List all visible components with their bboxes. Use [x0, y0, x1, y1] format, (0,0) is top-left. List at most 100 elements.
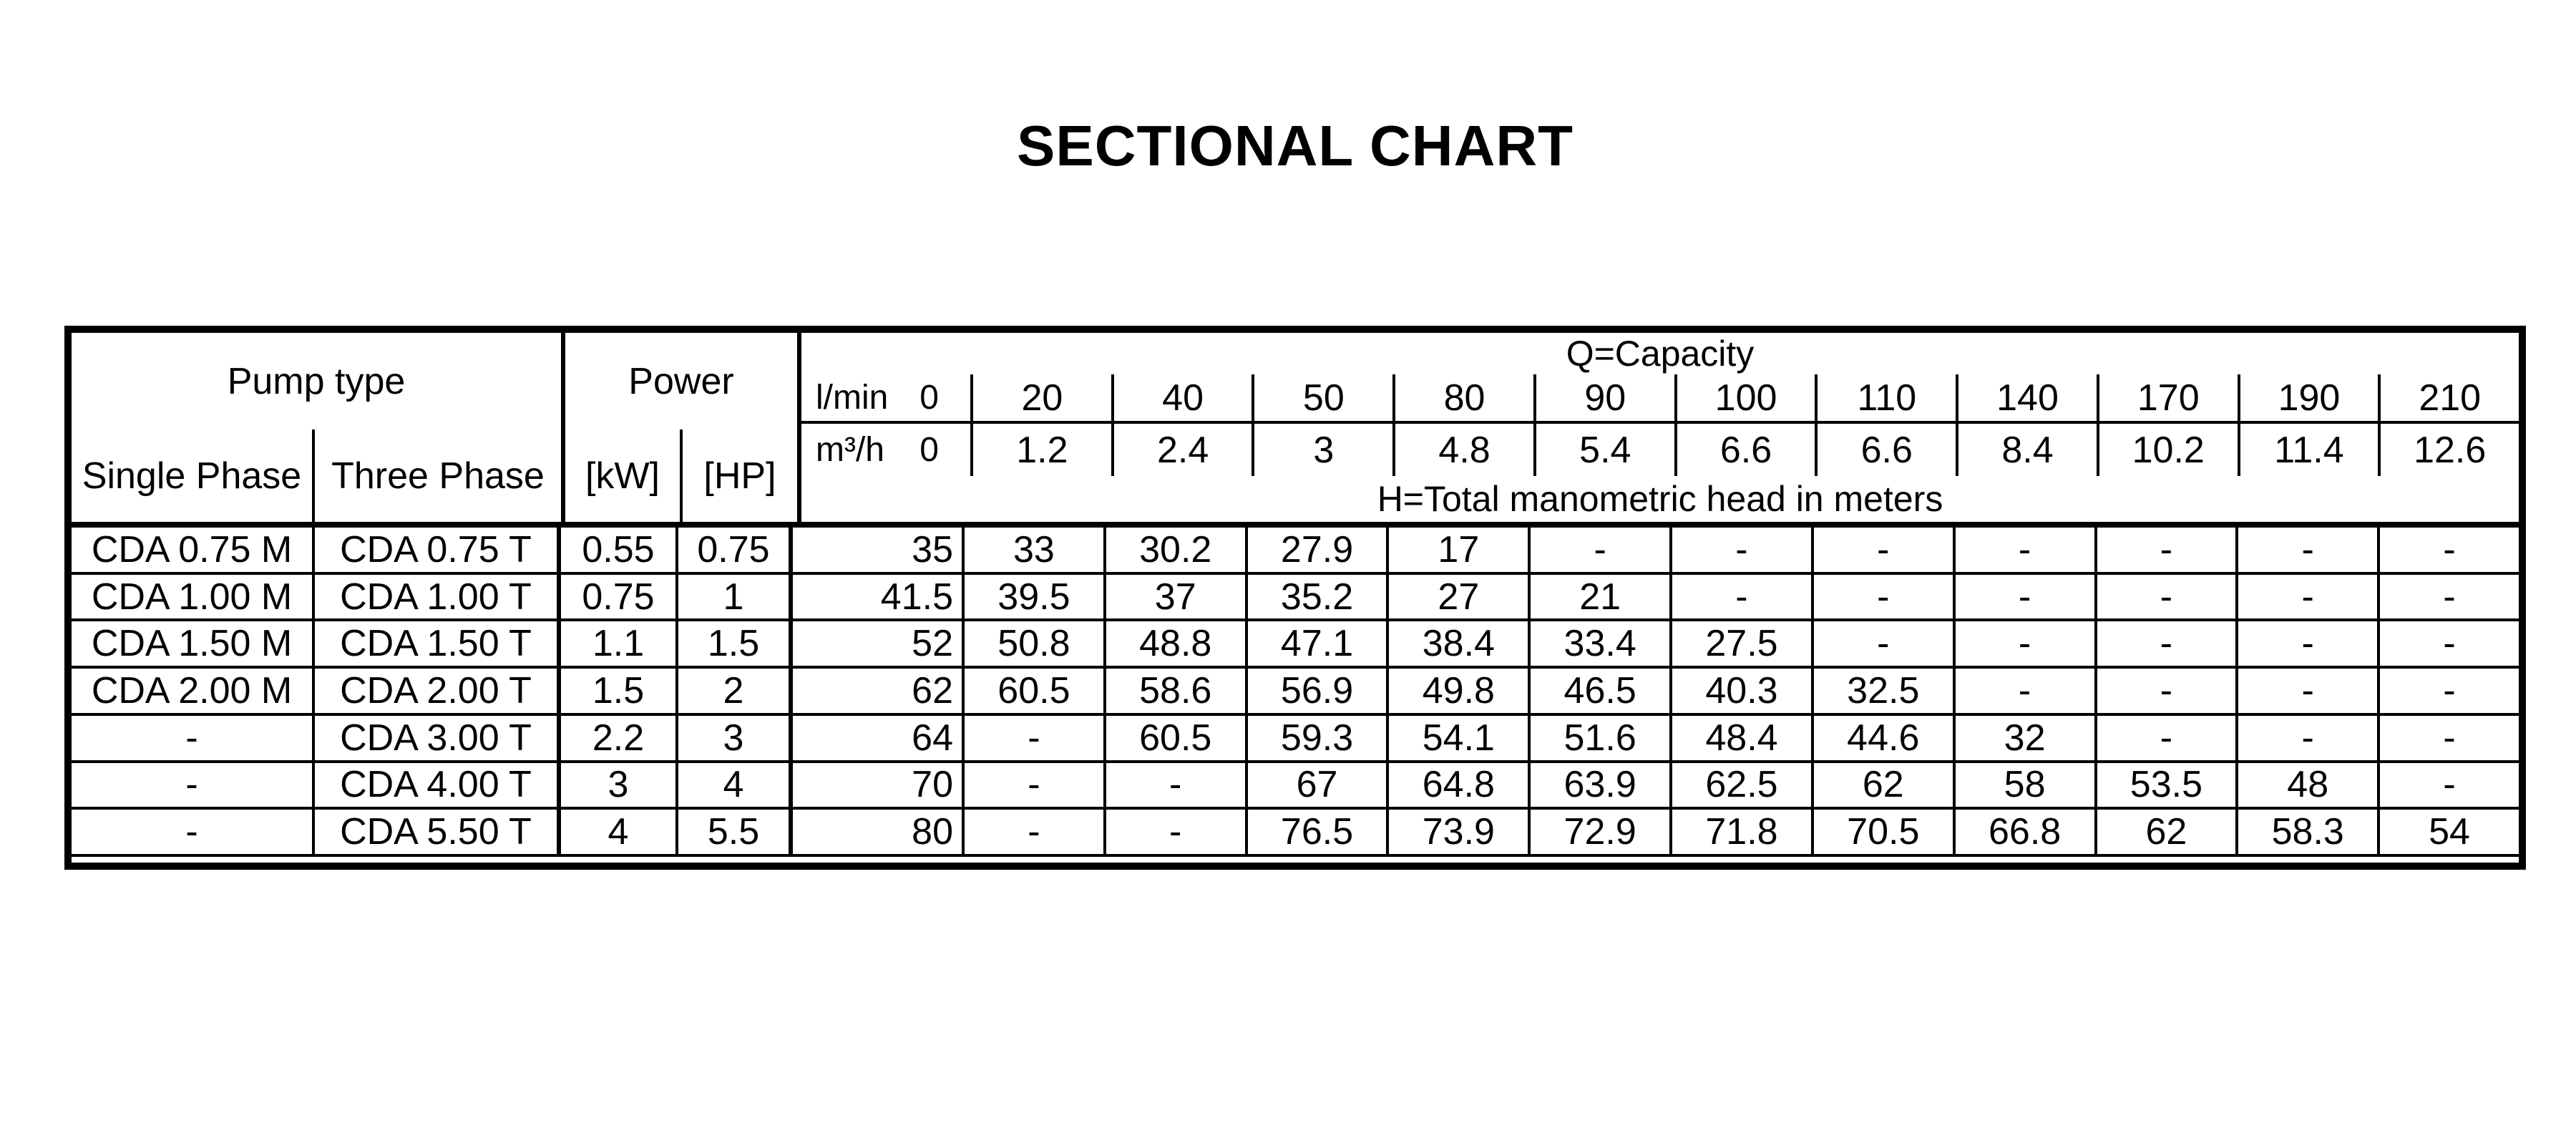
- head-cell: -: [2238, 574, 2381, 619]
- three-phase-cell: CDA 0.75 T: [315, 528, 561, 572]
- hp-header: [HP]: [703, 455, 776, 497]
- head-cell: 70: [793, 762, 965, 807]
- hp-cell: 4: [678, 762, 793, 807]
- head-cell: -: [2097, 528, 2239, 572]
- head-cell: 62.5: [1672, 762, 1814, 807]
- flow-unit-cell: m³/h 0: [801, 424, 973, 476]
- lmin-value-cell: 80: [1395, 374, 1536, 421]
- single-phase-cell: -: [72, 810, 315, 855]
- head-cell: 48.4: [1672, 715, 1814, 760]
- head-cell: 64.8: [1389, 762, 1531, 807]
- page-title: SECTIONAL CHART: [1017, 114, 1574, 178]
- table-row: CDA 2.00 M CDA 2.00 T 1.5 2 62 60.5 58.6 56.9 49…: [72, 669, 2519, 716]
- power-subheaders: [kW] [HP]: [565, 430, 797, 522]
- head-cell: 58: [1956, 762, 2097, 807]
- m3h-value-cell: 8.4: [1958, 424, 2099, 476]
- head-cell: 60.5: [1106, 715, 1248, 760]
- lmin-value-cell: 190: [2240, 374, 2381, 421]
- pump-type-subheaders: Single Phase Three Phase: [72, 430, 561, 522]
- flow-m3h-row: m³/h 0 1.2 2.4 3 4.8 5.4 6.6 6.6 8.4 10.2 11.4 12.6: [801, 424, 2519, 476]
- kw-cell: 3: [561, 762, 678, 807]
- head-cell: 50.8: [965, 621, 1106, 666]
- power-header: Power: [628, 360, 734, 402]
- head-cell: 27.5: [1672, 621, 1814, 666]
- m3h-value-cell: 11.4: [2240, 424, 2381, 476]
- flow-lmin-row: l/min 0 20 40 50 80 90 100 110 140 170 190 210: [801, 374, 2519, 424]
- flow-unit-cell: l/min 0: [801, 374, 973, 421]
- single-phase-cell: CDA 0.75 M: [72, 528, 315, 572]
- capacity-header: Q=Capacity: [1566, 334, 1755, 374]
- head-cell: 17: [1389, 528, 1531, 572]
- m3h-value-cell: 12.6: [2414, 429, 2487, 471]
- single-phase-cell: CDA 1.00 M: [72, 574, 315, 619]
- single-phase-cell: -: [72, 762, 315, 807]
- pump-type-header: Pump type: [227, 360, 406, 402]
- head-cell: -: [1106, 762, 1248, 807]
- head-cell: 63.9: [1531, 762, 1673, 807]
- single-phase-cell: -: [72, 715, 315, 760]
- head-units-label: H=Total manometric head in meters: [1377, 479, 1943, 519]
- head-cell: 38.4: [1389, 621, 1531, 666]
- three-phase-cell: CDA 5.50 T: [315, 810, 561, 855]
- head-cell: -: [1956, 574, 2097, 619]
- kw-cell: 0.55: [561, 528, 678, 572]
- head-cell: -: [1672, 574, 1814, 619]
- head-cell: 21: [1531, 574, 1673, 619]
- lmin-value-cell: 140: [1958, 374, 2099, 421]
- header-group-power: Power [kW] [HP]: [565, 333, 801, 522]
- head-cell: -: [2443, 623, 2456, 665]
- head-cell: 33.4: [1531, 621, 1673, 666]
- head-cell: 44.6: [1814, 715, 1956, 760]
- hp-cell: 1: [678, 574, 793, 619]
- single-phase-header: Single Phase: [72, 430, 315, 522]
- lmin-value-cell: 20: [973, 374, 1114, 421]
- single-phase-cell: CDA 1.50 M: [72, 621, 315, 666]
- head-cell: 56.9: [1248, 669, 1390, 713]
- head-cell: 80: [793, 810, 965, 855]
- kw-header: [kW]: [565, 430, 683, 522]
- head-cell: 46.5: [1531, 669, 1673, 713]
- head-cell: 39.5: [965, 574, 1106, 619]
- head-cell: 49.8: [1389, 669, 1531, 713]
- head-cell: 37: [1106, 574, 1248, 619]
- lmin-value-cell: 50: [1254, 374, 1396, 421]
- head-cell: 48: [2238, 762, 2381, 807]
- head-cell: 59.3: [1248, 715, 1390, 760]
- head-cell: -: [2238, 621, 2381, 666]
- head-cell: -: [1956, 669, 2097, 713]
- head-cell: -: [1672, 528, 1814, 572]
- three-phase-cell: CDA 2.00 T: [315, 669, 561, 713]
- head-cell: -: [2097, 574, 2239, 619]
- head-cell: 27.9: [1248, 528, 1390, 572]
- table-row: CDA 1.00 M CDA 1.00 T 0.75 1 41.5 39.5 37 35.2 2…: [72, 574, 2519, 622]
- head-cell: 27: [1389, 574, 1531, 619]
- table-row: - CDA 5.50 T 4 5.5 80- -76.5 73.9 72.9 71.8 70.5 6…: [72, 810, 2519, 858]
- kw-cell: 2.2: [561, 715, 678, 760]
- hp-cell: 1.5: [678, 621, 793, 666]
- table-row: - CDA 3.00 T 2.2 3 64-60.5 59.3 54.1 51.6 48.4 44…: [72, 715, 2519, 763]
- head-cell: -: [965, 715, 1106, 760]
- three-phase-cell: CDA 3.00 T: [315, 715, 561, 760]
- kw-cell: 1.1: [561, 621, 678, 666]
- head-cell: -: [1531, 528, 1673, 572]
- head-cell: -: [2443, 670, 2456, 712]
- head-cell: 67: [1248, 762, 1390, 807]
- head-cell: 54.1: [1389, 715, 1531, 760]
- hp-cell: 0.75: [678, 528, 793, 572]
- head-cell: 60.5: [965, 669, 1106, 713]
- m3h-value-cell: 10.2: [2099, 424, 2240, 476]
- head-cell: -: [1956, 621, 2097, 666]
- m3h-value-cell: 6.6: [1677, 424, 1818, 476]
- header-group-capacity: Q=Capacity l/min 0 20 40 50 80 90 100 110 140 170 1…: [801, 333, 2519, 522]
- m3h-value-cell: 2.4: [1114, 424, 1255, 476]
- three-phase-cell: CDA 4.00 T: [315, 762, 561, 807]
- m3h-value-cell: 0: [919, 431, 939, 469]
- table-header: Pump type Single Phase Three Phase Power…: [72, 333, 2519, 528]
- head-cell: 40.3: [1672, 669, 1814, 713]
- head-cell: -: [2238, 528, 2381, 572]
- header-group-pump-type: Pump type Single Phase Three Phase: [72, 333, 565, 522]
- flow-m3h-label: m³/h: [816, 431, 884, 469]
- head-cell: -: [2097, 715, 2239, 760]
- head-cell: 30.2: [1106, 528, 1248, 572]
- head-cell: 73.9: [1389, 810, 1531, 855]
